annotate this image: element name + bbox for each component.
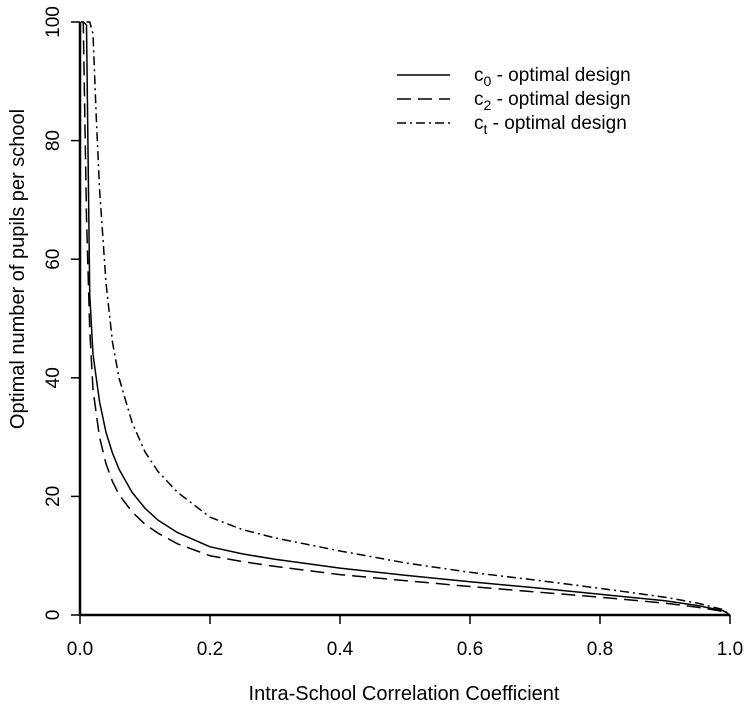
series-line-1 bbox=[80, 21, 731, 616]
legend-rest: - optimal design bbox=[491, 89, 630, 110]
legend-subscript: t bbox=[484, 121, 488, 137]
legend-subscript: 2 bbox=[484, 97, 492, 113]
legend-main: c bbox=[474, 89, 484, 110]
y-tick-label: 60 bbox=[43, 249, 64, 270]
series-line-0 bbox=[80, 21, 731, 616]
legend-label-2: ct - optimal design bbox=[474, 113, 627, 137]
x-tick-label: 0.0 bbox=[67, 639, 93, 660]
x-axis-label: Intra-School Correlation Coefficient bbox=[249, 683, 560, 705]
legend-label-0: c0 - optimal design bbox=[474, 65, 631, 89]
y-tick-label: 80 bbox=[43, 130, 64, 151]
x-tick-label: 0.8 bbox=[587, 639, 613, 660]
series-line-2 bbox=[86, 21, 731, 616]
legend-subscript: 0 bbox=[484, 73, 492, 89]
x-tick-label: 1.0 bbox=[717, 639, 743, 660]
legend-rest: - optimal design bbox=[491, 65, 630, 86]
legend-label-1: c2 - optimal design bbox=[474, 89, 631, 113]
y-tick-label: 20 bbox=[43, 486, 64, 507]
y-axis-label: Optimal number of pupils per school bbox=[7, 109, 29, 429]
legend-main: c bbox=[474, 65, 484, 86]
x-tick-label: 0.2 bbox=[197, 639, 223, 660]
y-tick-label: 100 bbox=[43, 6, 64, 38]
x-tick-label: 0.4 bbox=[327, 639, 354, 660]
legend-rest: - optimal design bbox=[487, 113, 626, 134]
y-tick-label: 0 bbox=[43, 610, 64, 621]
plot-lines bbox=[80, 21, 731, 616]
y-tick-label: 40 bbox=[43, 367, 64, 388]
x-tick-label: 0.6 bbox=[457, 639, 483, 660]
legend-main: c bbox=[474, 113, 484, 134]
